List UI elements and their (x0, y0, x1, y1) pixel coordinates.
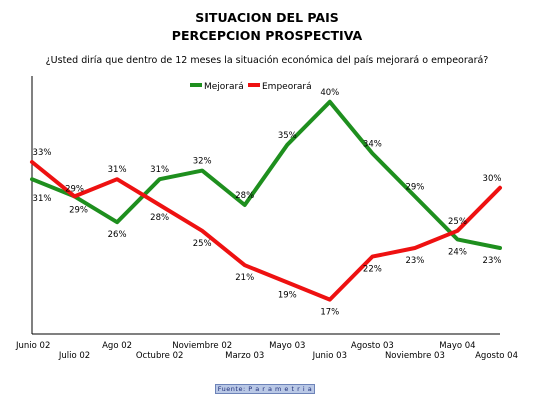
data-label: 17% (320, 308, 339, 318)
data-label: 26% (108, 230, 127, 240)
chart-title-line2: PERCEPCION PROSPECTIVA (171, 28, 363, 43)
data-label: 29% (65, 184, 84, 194)
x-tick-label: Junio 02 (15, 341, 50, 351)
x-tick-label: Agosto 04 (475, 351, 518, 361)
x-tick-label: Mayo 04 (439, 341, 475, 351)
data-label: 35% (278, 131, 297, 141)
plot-frame (31, 76, 500, 335)
x-tick-label: Agosto 03 (351, 341, 394, 351)
legend-label-empeorara: Empeorará (262, 82, 312, 92)
data-label: 22% (363, 265, 382, 275)
data-label: 28% (150, 213, 169, 223)
legend: Mejorará Empeorará (190, 82, 312, 92)
data-label: 34% (363, 139, 382, 149)
data-label: 32% (193, 157, 212, 167)
x-tick-label: Noviembre 02 (172, 341, 232, 351)
data-label: 31% (150, 165, 169, 175)
source-note: Fuente: P a r a m e t r i a (215, 384, 315, 394)
data-label: 19% (278, 290, 297, 300)
legend-label-mejorara: Mejorará (204, 82, 244, 92)
x-tick-label: Marzo 03 (225, 351, 264, 361)
data-label: 23% (405, 256, 424, 266)
x-tick-label: Julio 02 (58, 351, 90, 361)
data-label: 28% (235, 191, 254, 201)
data-label: 24% (448, 247, 467, 257)
chart-title-line1: SITUACION DEL PAIS (195, 10, 339, 25)
x-tick-label: Ago 02 (102, 341, 132, 351)
data-label: 30% (483, 174, 502, 184)
x-tick-label: Noviembre 03 (385, 351, 445, 361)
data-label: 33% (33, 148, 52, 158)
data-label: 29% (69, 205, 88, 215)
data-label: 21% (235, 273, 254, 283)
data-label: 29% (405, 182, 424, 192)
x-tick-label: Junio 03 (312, 351, 347, 361)
data-label: 40% (320, 88, 339, 98)
data-label: 31% (33, 194, 52, 204)
x-tick-label: Octubre 02 (136, 351, 184, 361)
series-line-empeorara (30, 160, 502, 302)
data-label: 25% (193, 239, 212, 249)
x-tick-label: Mayo 03 (269, 341, 305, 351)
data-label: 25% (448, 217, 467, 227)
data-label: 23% (483, 256, 502, 266)
chart-question: ¿Usted diría que dentro de 12 meses la s… (45, 55, 489, 66)
data-label: 31% (108, 165, 127, 175)
series-line-mejorara (30, 99, 502, 250)
